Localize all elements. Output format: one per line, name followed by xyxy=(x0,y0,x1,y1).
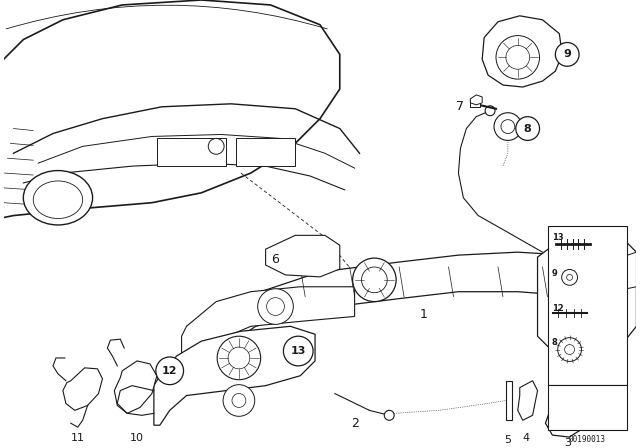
Circle shape xyxy=(353,258,396,302)
Ellipse shape xyxy=(23,171,93,225)
Text: 4: 4 xyxy=(522,433,529,443)
Bar xyxy=(157,138,226,166)
Circle shape xyxy=(559,254,614,310)
Circle shape xyxy=(572,267,602,297)
Circle shape xyxy=(559,407,575,423)
Circle shape xyxy=(578,323,596,340)
Circle shape xyxy=(362,267,387,293)
Polygon shape xyxy=(545,393,589,437)
Circle shape xyxy=(258,289,293,324)
Circle shape xyxy=(217,336,260,380)
Circle shape xyxy=(496,35,540,79)
Polygon shape xyxy=(186,252,621,391)
Polygon shape xyxy=(115,361,157,414)
Bar xyxy=(470,99,480,107)
Text: 1: 1 xyxy=(420,308,428,321)
Polygon shape xyxy=(518,381,538,420)
Circle shape xyxy=(208,138,224,154)
Circle shape xyxy=(566,274,573,280)
Text: 12: 12 xyxy=(552,305,564,314)
Circle shape xyxy=(228,347,250,369)
Text: 2: 2 xyxy=(351,417,358,430)
Text: 12: 12 xyxy=(162,366,177,376)
Circle shape xyxy=(556,43,579,66)
Text: 11: 11 xyxy=(71,433,84,443)
Polygon shape xyxy=(470,95,482,105)
Circle shape xyxy=(232,393,246,407)
Text: 7: 7 xyxy=(456,100,465,113)
Circle shape xyxy=(494,113,522,140)
Circle shape xyxy=(506,46,530,69)
Polygon shape xyxy=(482,16,563,87)
Polygon shape xyxy=(266,235,340,277)
Polygon shape xyxy=(506,381,512,420)
Circle shape xyxy=(284,336,313,366)
Circle shape xyxy=(569,314,605,349)
Text: 8: 8 xyxy=(552,338,557,347)
Circle shape xyxy=(485,106,495,116)
Circle shape xyxy=(156,357,184,385)
Circle shape xyxy=(267,297,284,315)
Bar xyxy=(548,226,627,385)
Text: 9: 9 xyxy=(552,269,557,278)
Polygon shape xyxy=(538,233,636,361)
Text: 8: 8 xyxy=(524,124,532,134)
Text: 13: 13 xyxy=(291,346,306,356)
Text: 9: 9 xyxy=(563,49,571,60)
Text: 6: 6 xyxy=(271,253,280,266)
Text: 10: 10 xyxy=(130,433,144,443)
Circle shape xyxy=(223,385,255,416)
Ellipse shape xyxy=(33,181,83,219)
Polygon shape xyxy=(182,287,355,386)
Bar xyxy=(548,385,627,430)
Text: 5: 5 xyxy=(504,435,511,445)
Polygon shape xyxy=(154,326,315,425)
Bar xyxy=(236,138,295,166)
Circle shape xyxy=(384,410,394,420)
Circle shape xyxy=(501,120,515,134)
Circle shape xyxy=(564,345,575,354)
Circle shape xyxy=(562,269,577,285)
Text: 3: 3 xyxy=(564,438,571,448)
Polygon shape xyxy=(63,368,102,410)
Polygon shape xyxy=(621,252,636,289)
Circle shape xyxy=(557,338,582,362)
Circle shape xyxy=(516,116,540,140)
Text: 13: 13 xyxy=(552,233,563,242)
Text: 00190013: 00190013 xyxy=(569,435,606,444)
